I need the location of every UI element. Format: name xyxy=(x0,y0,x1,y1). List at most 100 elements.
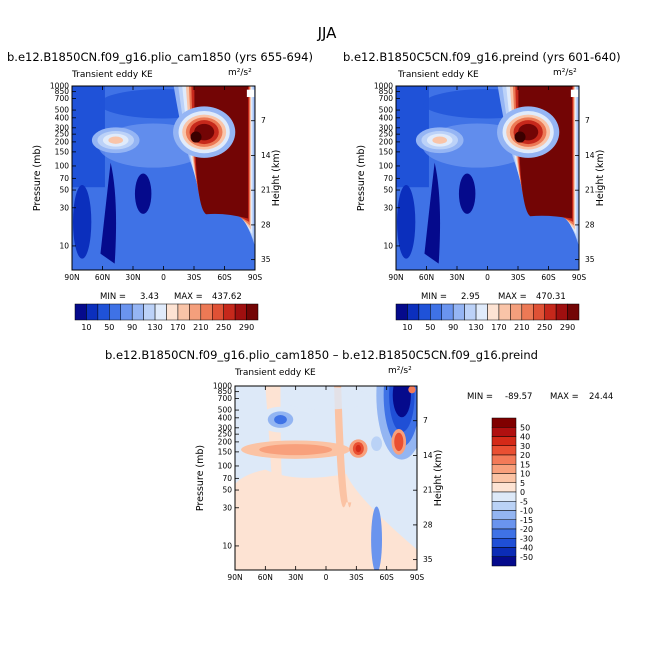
colorbar-box xyxy=(120,303,133,321)
x-tick-label: 90N xyxy=(227,573,242,582)
y2-axis-label: Height (km) xyxy=(595,150,606,207)
colorbar-label: 50 xyxy=(104,323,114,332)
colorbar-label: 130 xyxy=(468,323,483,332)
positive-polar-core xyxy=(394,432,404,452)
colorbar-label: -10 xyxy=(520,507,533,516)
y-tick-label: 1000 xyxy=(213,382,232,391)
colorbar-box xyxy=(430,303,442,321)
x-tick-label: 60N xyxy=(258,573,273,582)
colorbar-label: 210 xyxy=(514,323,529,332)
page-title: JJA xyxy=(317,24,337,42)
x-tick-label: 30N xyxy=(288,573,303,582)
colorbar-label: -40 xyxy=(520,544,533,553)
y-tick-label: 100 xyxy=(55,161,70,170)
y-tick-label: 10 xyxy=(59,241,69,250)
panel-2-min-value: 2.95 xyxy=(461,292,480,302)
negative-surface xyxy=(280,387,372,410)
colorbar-box xyxy=(491,454,517,465)
y2-tick-label: 14 xyxy=(585,151,595,160)
colorbar-box xyxy=(418,303,431,321)
colorbar-label: -15 xyxy=(520,516,533,525)
panel-1-units: m²/s² xyxy=(228,68,252,78)
colorbar-label: 0 xyxy=(520,488,525,497)
colorbar-box xyxy=(491,473,517,483)
y-tick-label: 250 xyxy=(55,130,70,139)
colorbar-box xyxy=(109,303,121,321)
colorbar-box xyxy=(491,445,517,456)
y-tick-label: 500 xyxy=(218,406,233,415)
y-tick-label: 10 xyxy=(222,541,232,550)
x-tick-label: 60S xyxy=(541,273,556,282)
positive-surface xyxy=(408,386,416,394)
y-tick-label: 250 xyxy=(379,130,394,139)
y-tick-label: 850 xyxy=(379,87,394,96)
x-tick-label: 30S xyxy=(349,573,364,582)
colorbar-label: 40 xyxy=(520,433,530,442)
y-tick-label: 500 xyxy=(379,106,394,115)
y-tick-label: 700 xyxy=(55,94,70,103)
colorbar-box xyxy=(555,303,568,321)
nh-jet-contour xyxy=(108,136,124,144)
colorbar-label: -30 xyxy=(520,534,533,543)
panel-1-subtitle: Transient eddy KE xyxy=(72,70,153,80)
y-tick-label: 200 xyxy=(379,137,394,146)
y-tick-label: 70 xyxy=(383,174,393,183)
positive-band xyxy=(259,444,333,456)
panel-3-min-value: -89.57 xyxy=(505,392,533,402)
y2-tick-label: 7 xyxy=(423,416,428,425)
y-tick-label: 200 xyxy=(55,137,70,146)
colorbar-box xyxy=(491,538,517,548)
polar-north-low xyxy=(73,185,92,259)
colorbar-box xyxy=(567,303,580,321)
low-ke-tongue xyxy=(100,162,117,264)
y-tick-label: 500 xyxy=(55,106,70,115)
x-tick-label: 30N xyxy=(449,273,464,282)
negative-nh xyxy=(274,415,287,425)
y-tick-label: 10 xyxy=(383,241,393,250)
colorbar-label: 50 xyxy=(520,423,530,432)
x-tick-label: 90S xyxy=(572,273,587,282)
panel-2-title: b.e12.B1850C5CN.f09_g16.preind (yrs 601-… xyxy=(343,50,621,64)
panel-2-subtitle: Transient eddy KE xyxy=(398,70,479,80)
low-ke-tropics xyxy=(134,173,152,214)
colorbar-label: 210 xyxy=(193,323,208,332)
y-tick-label: 1000 xyxy=(50,82,69,91)
y-tick-label: 400 xyxy=(379,113,394,122)
colorbar-box xyxy=(491,491,517,502)
y2-axis-label: Height (km) xyxy=(433,450,444,507)
colorbar-box xyxy=(441,303,454,321)
colorbar-box xyxy=(491,501,517,511)
colorbar-box xyxy=(97,303,110,321)
colorbar-box xyxy=(491,427,517,437)
panel-3-title: b.e12.B1850CN.f09_g16.plio_cam1850 – b.e… xyxy=(105,348,538,362)
y2-tick-label: 35 xyxy=(261,255,271,264)
panel-1: 1030507010015020025030040050070085010003… xyxy=(32,82,282,333)
x-tick-label: 30S xyxy=(187,273,202,282)
y-tick-label: 300 xyxy=(218,423,233,432)
colorbar-box xyxy=(189,303,202,321)
panel-2: 1030507010015020025030040050070085010003… xyxy=(356,82,606,333)
x-tick-label: 0 xyxy=(324,573,329,582)
y-tick-label: 850 xyxy=(55,87,70,96)
y-axis-label: Pressure (mb) xyxy=(195,445,206,511)
y2-tick-label: 35 xyxy=(423,555,433,564)
y-tick-label: 850 xyxy=(218,387,233,396)
x-tick-label: 60S xyxy=(380,573,395,582)
colorbar-label: -50 xyxy=(520,553,533,562)
polar-north-low xyxy=(397,185,416,259)
colorbar-label: 250 xyxy=(216,323,231,332)
y2-tick-label: 14 xyxy=(261,151,271,160)
y2-tick-label: 28 xyxy=(423,520,433,529)
y-tick-label: 300 xyxy=(55,123,70,132)
colorbar-box xyxy=(86,303,99,321)
y-tick-label: 150 xyxy=(218,447,233,456)
colorbar-box xyxy=(131,303,144,321)
colorbar-box xyxy=(544,303,557,321)
colorbar-box xyxy=(407,303,420,321)
y-tick-label: 150 xyxy=(55,147,70,156)
y-tick-label: 100 xyxy=(218,461,233,470)
y-tick-label: 70 xyxy=(59,174,69,183)
colorbar-label: 90 xyxy=(127,323,137,332)
panel-1-min-value: 3.43 xyxy=(140,292,159,302)
y-tick-label: 150 xyxy=(379,147,394,156)
